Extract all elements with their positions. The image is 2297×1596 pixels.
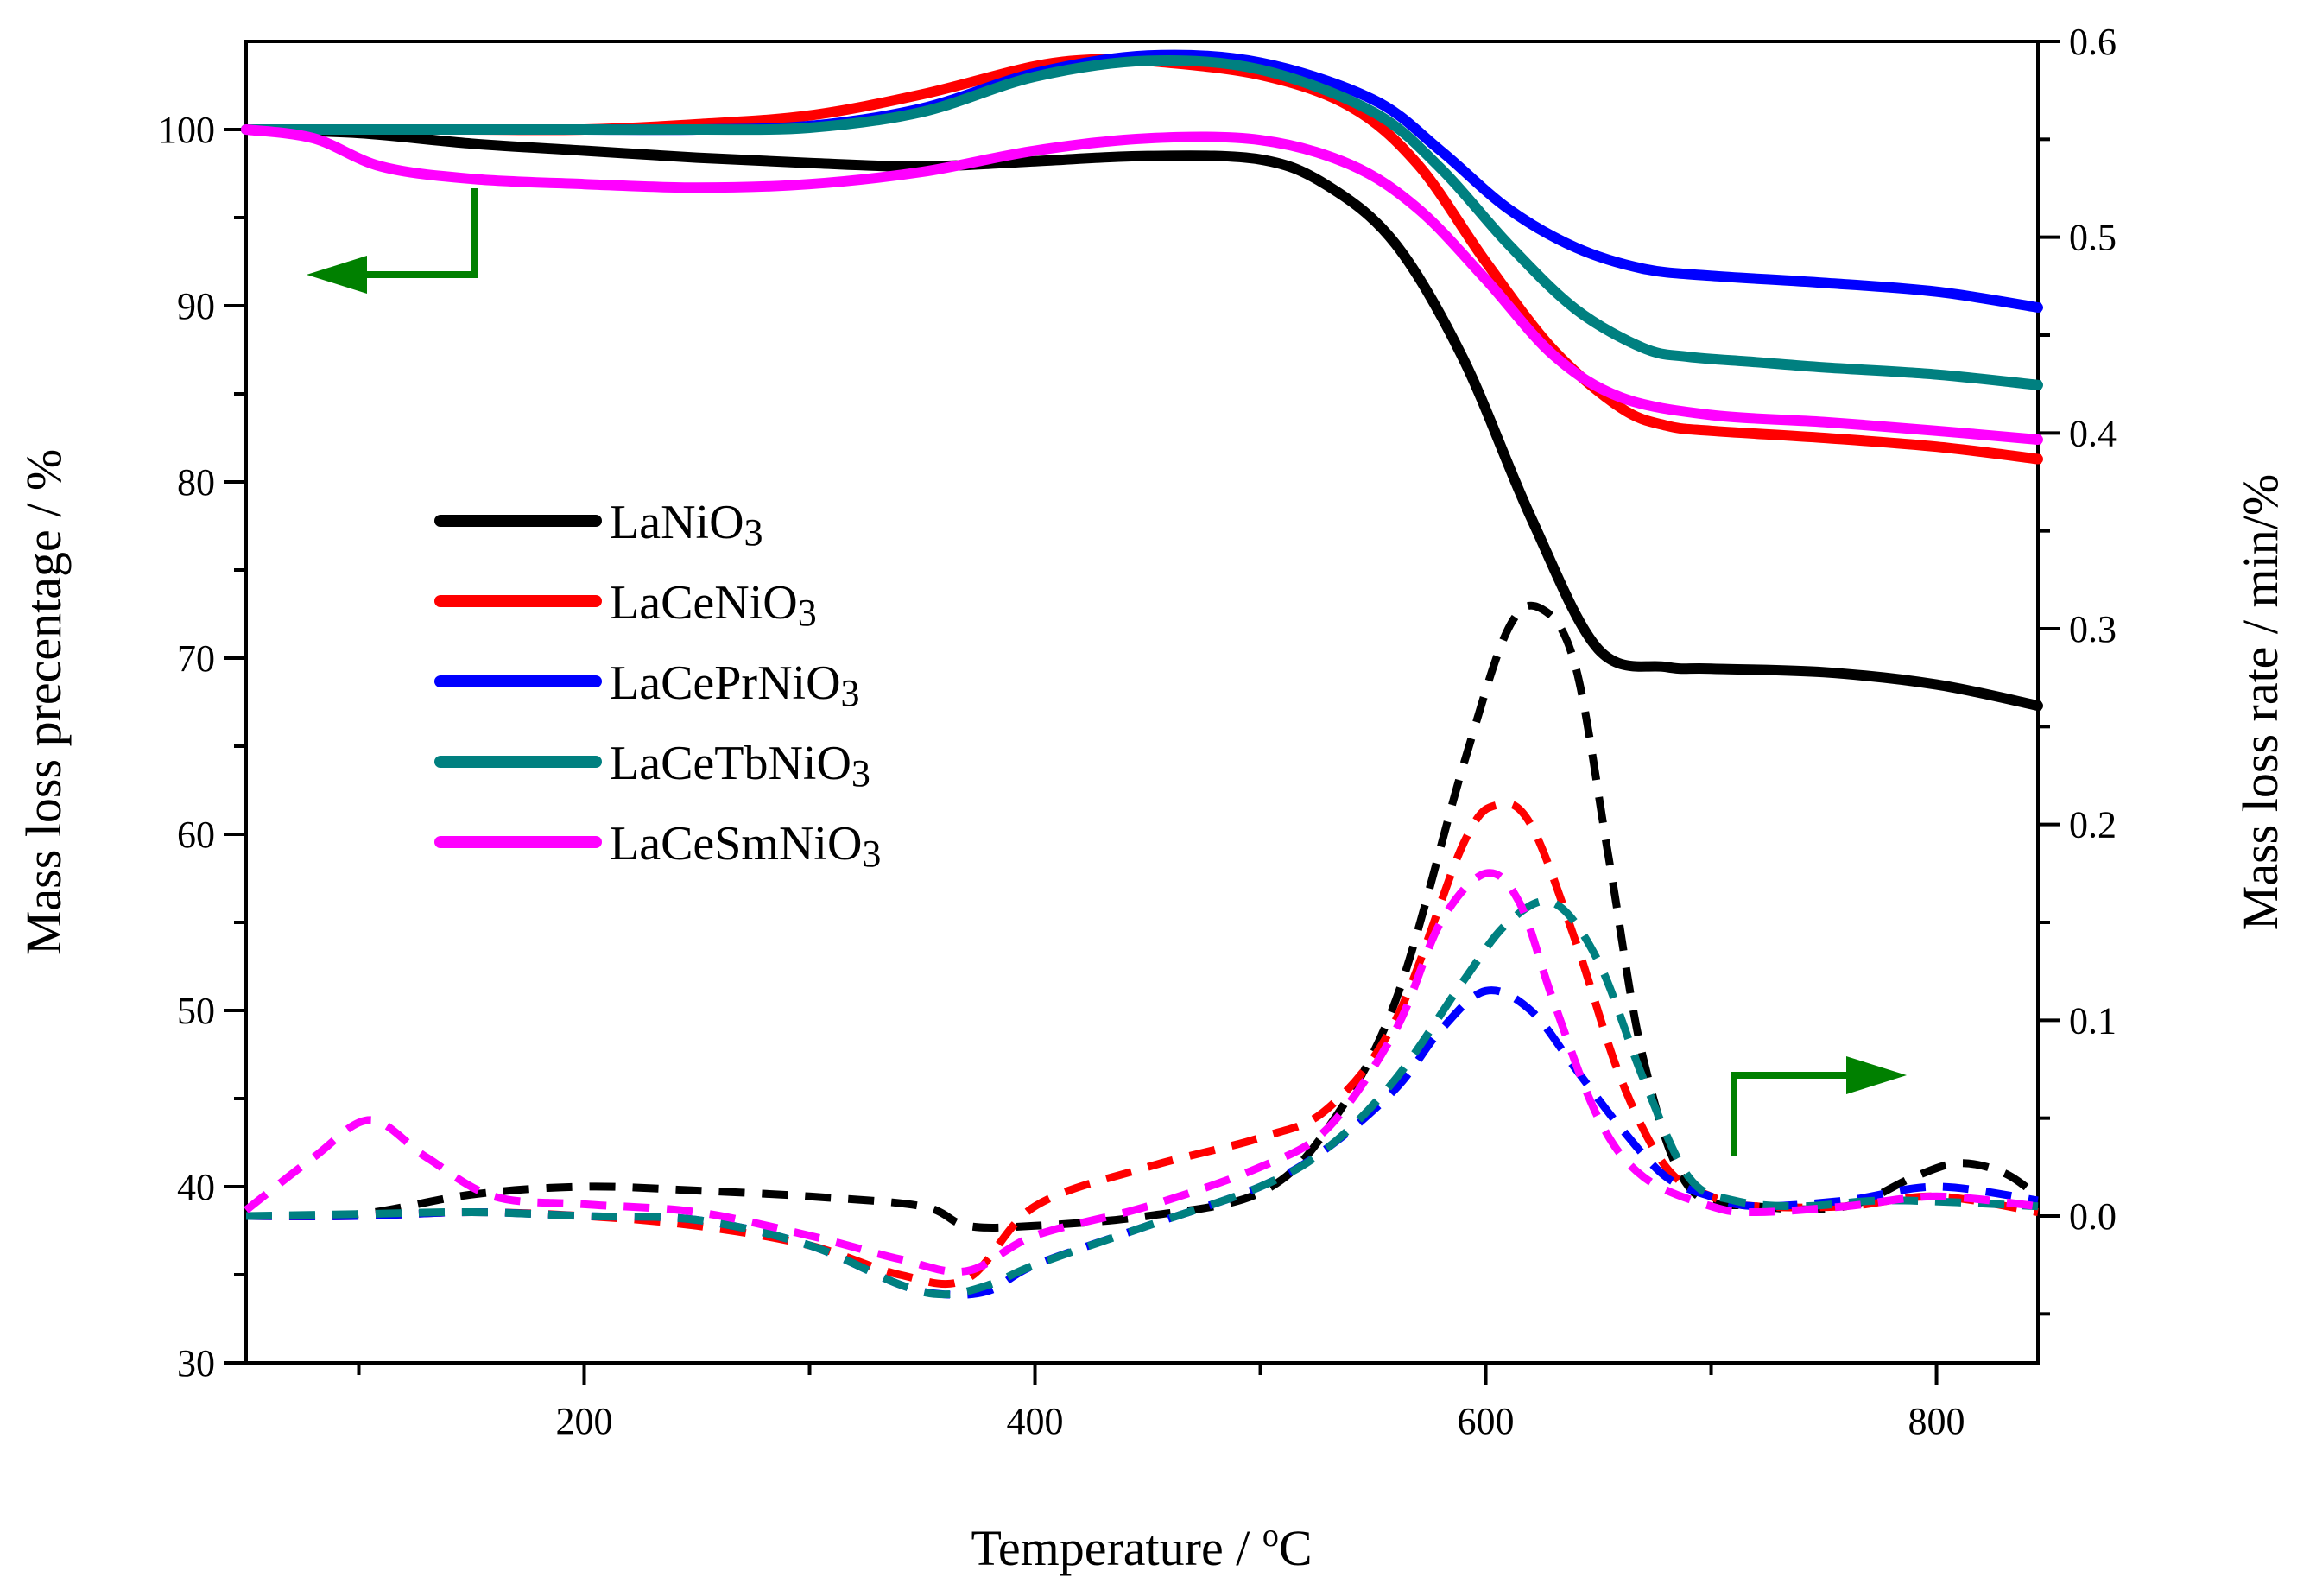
plot-frame — [244, 40, 2040, 1365]
legend: LaNiO3 LaCeNiO3 LaCePrNiO3 LaCeTbNiO3 LaCeSm… — [434, 496, 881, 875]
mass-curve-LaCeNiO3 — [241, 53, 2043, 465]
legend-label-LaCeTbNiO3: LaCeTbNiO3 — [610, 737, 870, 795]
mass-loss-rate-curves — [244, 601, 2041, 1299]
legend-label-LaCePrNiO3: LaCePrNiO3 — [610, 656, 860, 714]
y-left-tick-label-100: 100 — [158, 109, 215, 151]
x-axis-title-degree: o — [1262, 1517, 1279, 1554]
y-right-tick-label-0.2: 0.2 — [2069, 804, 2117, 846]
y-left-tick-label-60: 60 — [177, 814, 215, 856]
x-tick-label-200: 200 — [556, 1400, 613, 1442]
y-left-axis-title: Mass loss precentage / % — [16, 449, 72, 955]
y-left-tick-label-70: 70 — [177, 637, 215, 680]
y-left-tick-label-40: 40 — [177, 1166, 215, 1208]
mass-loss-curves — [241, 49, 2043, 712]
legend-label-LaCeSmNiO3: LaCeSmNiO3 — [610, 817, 881, 875]
mass-curve-LaNiO3 — [241, 124, 2043, 712]
legend-label-LaCeNiO3: LaCeNiO3 — [610, 576, 817, 634]
legend-label-LaNiO3: LaNiO3 — [610, 496, 763, 554]
rate-curve-LaNiO3 — [245, 601, 2041, 1232]
rate-curve-LaCeTbNiO3 — [245, 896, 2039, 1299]
right-axis-arrow — [1731, 1056, 1907, 1156]
y-left-tick-label-90: 90 — [177, 285, 215, 327]
y-right-tick-label-0.0: 0.0 — [2069, 1195, 2117, 1238]
mass-curve-LaCeSmNiO3 — [241, 124, 2043, 445]
y-left-axis-ticks: 30 40 50 60 70 80 90 100 — [158, 109, 246, 1384]
y-right-tick-label-0.1: 0.1 — [2069, 999, 2117, 1042]
x-tick-label-600: 600 — [1458, 1400, 1515, 1442]
mass-curve-LaCeTbNiO3 — [241, 55, 2043, 390]
y-right-tick-label-0.4: 0.4 — [2069, 412, 2117, 454]
y-right-tick-label-0.5: 0.5 — [2069, 217, 2117, 259]
x-axis-title: Temperature / oC — [971, 1517, 1312, 1576]
x-axis-title-main: Temperature / — [971, 1520, 1262, 1576]
y-left-tick-label-80: 80 — [177, 461, 215, 504]
y-right-tick-label-0.6: 0.6 — [2069, 21, 2117, 63]
x-tick-label-400: 400 — [1007, 1400, 1064, 1442]
y-left-tick-label-30: 30 — [177, 1342, 215, 1384]
y-left-tick-label-50: 50 — [177, 990, 215, 1032]
x-tick-label-800: 800 — [1908, 1400, 1965, 1442]
x-axis-title-unit: C — [1279, 1520, 1313, 1576]
x-axis-ticks: 200 400 600 800 — [357, 1363, 1965, 1442]
y-right-tick-label-0.3: 0.3 — [2069, 608, 2117, 650]
left-axis-arrow — [307, 188, 478, 294]
rate-curve-LaCePrNiO3 — [245, 986, 2039, 1299]
y-right-axis-title: Mass loss rate / min/% — [2232, 474, 2288, 930]
y-right-axis-ticks: 0.0 0.1 0.2 0.3 0.4 0.5 0.6 — [2038, 21, 2117, 1316]
